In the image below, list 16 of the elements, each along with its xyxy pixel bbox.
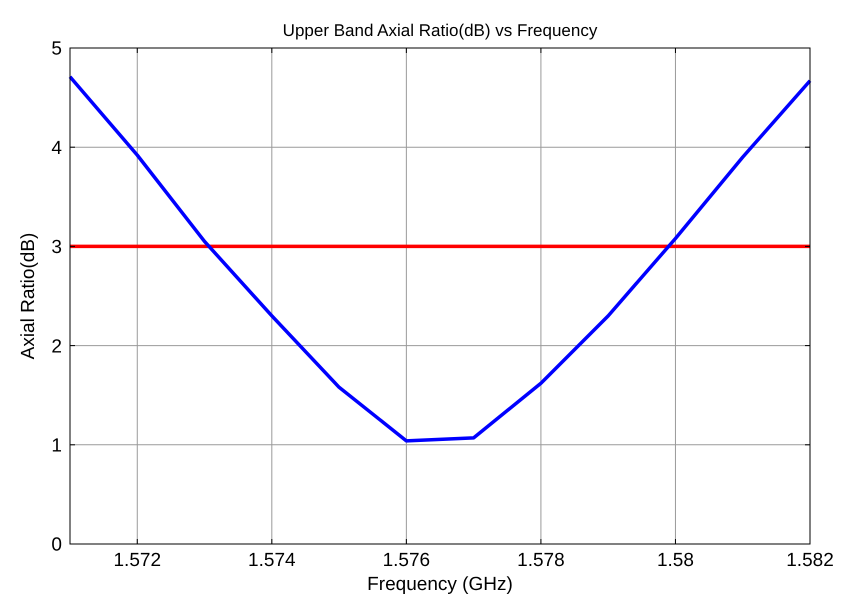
y-tick-label: 0: [51, 534, 62, 556]
x-tick-label: 1.582: [786, 550, 834, 571]
y-tick-label: 1: [51, 435, 62, 456]
y-tick-label: 5: [51, 38, 62, 60]
x-axis-title: Frequency (GHz): [367, 574, 513, 595]
x-tick-label: 1.576: [382, 550, 430, 571]
y-tick-label: 3: [51, 237, 62, 258]
y-tick-label: 4: [51, 138, 62, 159]
y-tick-label: 2: [51, 336, 62, 358]
line-series: [68, 75, 812, 443]
x-tick-label: 1.58: [656, 550, 694, 571]
x-tick-label: 1.574: [248, 550, 296, 571]
x-tick-label: 1.572: [114, 550, 162, 571]
chart-title: Upper Band Axial Ratio(dB) vs Frequency: [282, 21, 598, 40]
x-tick-label: 1.578: [517, 550, 565, 571]
y-axis-title: Axial Ratio(dB): [18, 232, 39, 360]
